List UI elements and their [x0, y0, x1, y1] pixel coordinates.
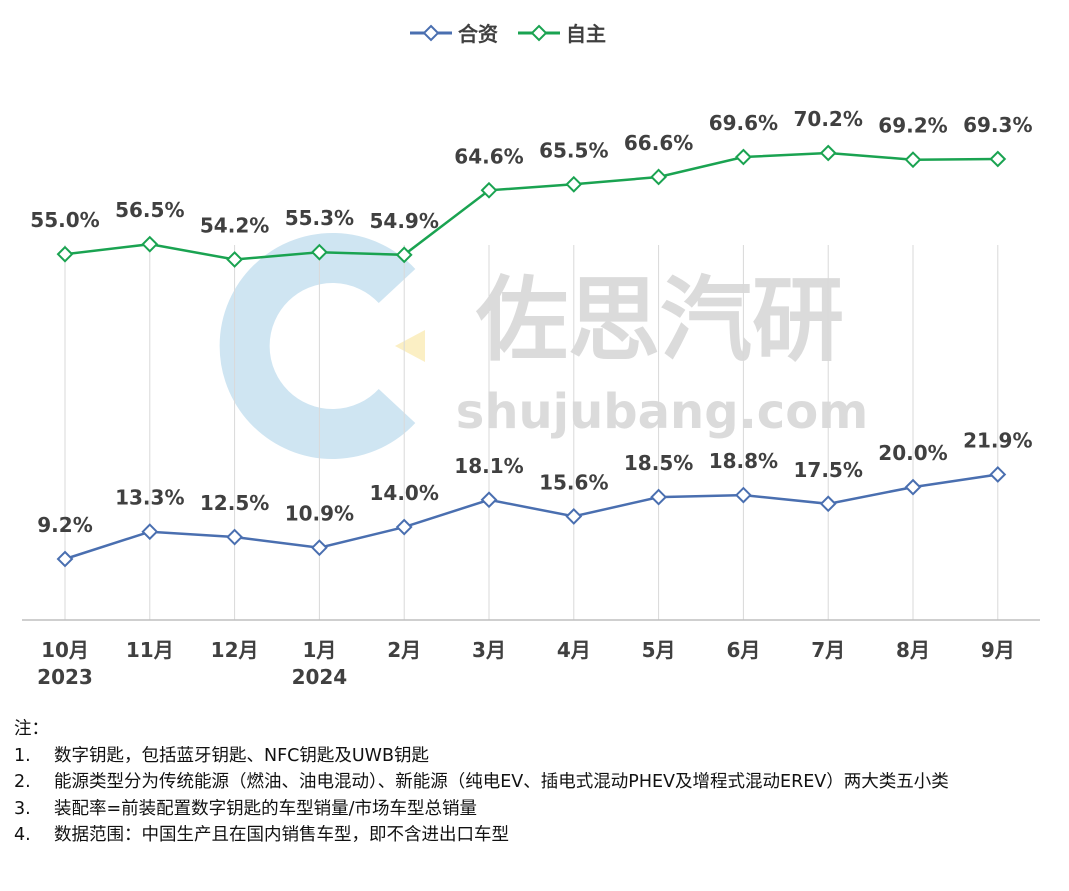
- notes-heading: 注：: [14, 719, 49, 739]
- legend-label-series-a: 合资: [458, 22, 498, 46]
- data-point: [226, 251, 244, 268]
- data-point: [734, 486, 752, 504]
- data-point: [989, 466, 1007, 483]
- note-item: 4. 数据范围：中国生产且在国内销售车型，即不含进出口车型: [14, 822, 1059, 849]
- series-group: [56, 144, 1007, 568]
- data-label: 54.2%: [200, 213, 269, 237]
- data-point: [650, 168, 668, 186]
- data-label: 69.6%: [709, 111, 778, 135]
- data-point: [904, 478, 922, 496]
- x-tick-year-label: 2023: [37, 665, 93, 689]
- legend-item-series-a: 合资: [410, 22, 498, 46]
- data-point: [141, 235, 159, 253]
- x-tick-label: 6月: [726, 638, 760, 662]
- data-label: 12.5%: [200, 491, 269, 515]
- data-point: [480, 491, 498, 509]
- data-label: 21.9%: [963, 428, 1032, 452]
- legend-label-series-b: 自主: [566, 22, 606, 46]
- data-label: 54.9%: [370, 209, 439, 233]
- data-point: [56, 550, 74, 568]
- data-label: 17.5%: [794, 458, 863, 482]
- data-label: 64.6%: [454, 144, 523, 168]
- data-point: [904, 151, 922, 169]
- x-tick-label: 8月: [896, 638, 930, 662]
- data-label: 66.6%: [624, 131, 693, 155]
- note-number: 2.: [14, 772, 31, 792]
- notes-section: 注： 1. 数字钥匙，包括蓝牙钥匙、NFC钥匙及UWB钥匙 2. 能源类型分为传…: [14, 716, 1059, 849]
- data-label: 9.2%: [37, 513, 92, 537]
- data-labels: 9.2% 13.3% 12.5% 10.9% 14.0% 18.1% 15.6% 18.5% 1…: [30, 107, 1032, 537]
- legend-marker-series-b: [530, 24, 548, 42]
- data-label: 69.2%: [878, 114, 947, 138]
- data-point: [56, 245, 74, 263]
- watermark-site: shujubang.com: [456, 384, 869, 440]
- data-point: [480, 181, 498, 199]
- x-tick-label: 2月: [387, 638, 421, 662]
- note-text: 能源类型分为传统能源（燃油、油电混动）、新能源（纯电EV、插电式混动PHEV及增…: [54, 772, 949, 792]
- data-label: 56.5%: [115, 198, 184, 222]
- note-text: 数字钥匙，包括蓝牙钥匙、NFC钥匙及UWB钥匙: [54, 745, 429, 766]
- x-tick-year-label: 2024: [292, 665, 348, 689]
- data-label: 70.2%: [794, 107, 863, 131]
- x-tick-label: 12月: [211, 638, 259, 662]
- data-point: [565, 507, 583, 525]
- data-label: 18.1%: [454, 454, 523, 478]
- note-number: 1.: [14, 745, 31, 766]
- gridlines: [64, 245, 999, 620]
- x-tick-label: 7月: [811, 638, 845, 662]
- note-item: 1. 数字钥匙，包括蓝牙钥匙、NFC钥匙及UWB钥匙: [14, 743, 1059, 770]
- data-label: 69.3%: [963, 113, 1032, 137]
- note-number: 4.: [14, 825, 31, 845]
- x-tick-label: 11月: [126, 638, 174, 662]
- data-point: [141, 523, 159, 541]
- note-item: 2. 能源类型分为传统能源（燃油、油电混动）、新能源（纯电EV、插电式混动PHE…: [14, 769, 1059, 796]
- note-number: 3.: [14, 798, 31, 819]
- data-point: [819, 144, 837, 162]
- data-label: 13.3%: [115, 486, 184, 510]
- data-point: [989, 150, 1007, 168]
- data-point: [650, 488, 668, 506]
- data-point: [395, 246, 413, 264]
- legend-item-series-b: 自主: [518, 22, 606, 46]
- legend-marker-series-a: [422, 24, 440, 42]
- watermark-brand: 佐思汽研: [475, 267, 844, 374]
- data-point: [819, 495, 837, 513]
- data-label: 18.5%: [624, 451, 693, 475]
- x-tick-label: 1月: [302, 638, 336, 662]
- data-point: [226, 528, 244, 546]
- data-point: [395, 518, 413, 536]
- line-chart: 佐思汽研 shujubang.com 合资 自主 10月 2023 11月 12月 1月…: [22, 22, 1040, 689]
- note-text: 数据范围：中国生产且在国内销售车型，即不含进出口车型: [54, 825, 509, 845]
- data-label: 10.9%: [285, 502, 354, 526]
- x-tick-labels: 10月 2023 11月 12月 1月 2024 2月 3月 4月 5月 6月 7月 8月 9月: [37, 638, 1015, 689]
- series-line-b: [64, 151, 998, 261]
- data-label: 20.0%: [878, 441, 947, 465]
- x-tick-label: 5月: [642, 638, 676, 662]
- data-label: 15.6%: [539, 470, 608, 494]
- note-item: 3. 装配率=前装配置数字钥匙的车型销量/市场车型总销量: [14, 796, 1059, 823]
- data-label: 18.8%: [709, 449, 778, 473]
- series-line-a: [64, 473, 998, 561]
- data-label: 14.0%: [370, 481, 439, 505]
- note-text: 装配率=前装配置数字钥匙的车型销量/市场车型总销量: [54, 798, 478, 819]
- x-tick-label: 4月: [557, 638, 591, 662]
- watermark-logo-ring: [219, 233, 416, 459]
- x-tick-label: 3月: [472, 638, 506, 662]
- watermark-logo-accent: [395, 330, 425, 362]
- data-point: [565, 175, 583, 193]
- data-point: [310, 539, 328, 557]
- watermark: 佐思汽研 shujubang.com: [219, 233, 869, 459]
- data-label: 55.0%: [30, 208, 99, 232]
- x-tick-label: 10月: [41, 638, 89, 662]
- data-point: [310, 243, 328, 261]
- x-tick-label: 9月: [981, 638, 1015, 662]
- data-label: 65.5%: [539, 138, 608, 162]
- legend: 合资 自主: [410, 22, 606, 46]
- data-point: [734, 148, 752, 166]
- data-label: 55.3%: [285, 206, 354, 230]
